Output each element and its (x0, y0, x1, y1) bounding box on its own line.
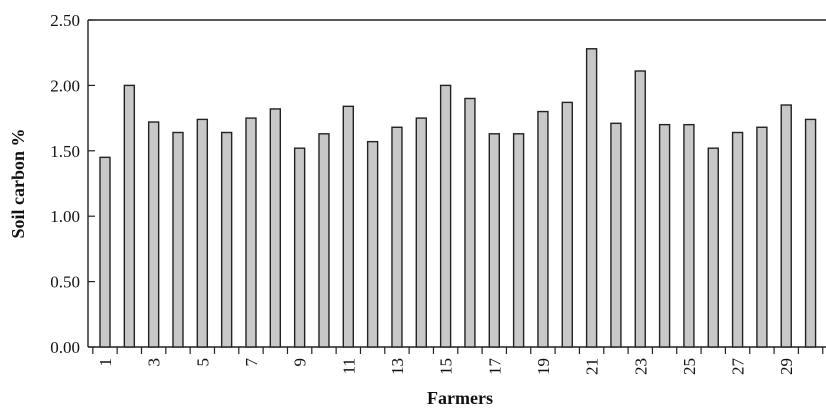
y-tick-label: 1.50 (50, 142, 80, 161)
x-tick-label: 29 (777, 358, 796, 375)
bar-farmer-20 (561, 101, 573, 348)
x-tick-label: 23 (631, 358, 650, 375)
y-axis-title: Soil carbon % (8, 128, 28, 238)
x-tick-label: 17 (485, 358, 504, 376)
y-tick-label: 0.00 (50, 338, 80, 357)
bar-farmer-14 (415, 117, 427, 348)
bar-farmer-21 (585, 48, 598, 348)
x-tick-label: 3 (145, 358, 164, 367)
bar-farmer-24 (658, 123, 671, 348)
bar-farmer-30 (804, 118, 817, 348)
bar-farmer-15 (439, 84, 452, 348)
bar-farmer-22 (610, 122, 622, 348)
bar-farmer-11 (342, 105, 354, 348)
x-tick-label: 5 (193, 358, 212, 367)
x-tick-label: 1 (96, 358, 115, 367)
x-tick-label: 27 (729, 358, 748, 376)
bar-farmer-12 (366, 140, 379, 348)
bar-farmer-17 (488, 133, 500, 348)
x-tick-label: 19 (534, 358, 553, 375)
x-tick-label: 9 (291, 358, 310, 367)
bar-farmer-18 (512, 133, 525, 348)
bar-farmer-5 (196, 118, 209, 348)
bar-farmer-13 (391, 126, 403, 348)
bar-farmer-23 (634, 70, 646, 348)
y-tick-label: 2.50 (50, 11, 80, 30)
bar-farmer-3 (147, 121, 160, 348)
bar-farmer-7 (245, 117, 257, 348)
bar-farmer-6 (220, 131, 233, 348)
y-tick-label: 1.00 (50, 207, 80, 226)
bar-farmer-2 (123, 84, 136, 348)
x-tick-label: 15 (437, 358, 456, 375)
bar-farmer-28 (756, 126, 768, 348)
bar-farmer-26 (707, 147, 719, 348)
plot-area: 0.000.501.001.502.002.50 1 3 5 7 9 11 13 15 17 19… (50, 11, 826, 375)
x-tick-label: 13 (388, 358, 407, 375)
y-tick-label: 2.00 (50, 76, 80, 95)
bar-farmer-10 (318, 133, 330, 348)
bar-farmer-27 (731, 131, 744, 348)
x-axis-title: Farmers (427, 388, 493, 408)
x-tick-label: 7 (242, 358, 261, 367)
y-axis-ticks: 0.00 0.50 1.00 1.50 2.00 2.50 (50, 11, 95, 357)
bar-farmer-29 (780, 104, 792, 348)
x-axis-ticks: 135791113151719212325272931 (92, 347, 826, 376)
x-tick-label: 11 (339, 358, 358, 374)
bar-farmer-1 (99, 156, 111, 348)
bar-farmer-16 (464, 97, 476, 348)
bars (99, 48, 817, 348)
bar-farmer-9 (293, 147, 306, 348)
bar-farmer-19 (537, 110, 549, 348)
x-tick-label: 21 (583, 358, 602, 375)
bar-farmer-25 (683, 123, 695, 348)
bar-farmer-4 (172, 131, 184, 348)
y-tick-label: 0.50 (50, 273, 80, 292)
x-tick-label: 25 (680, 358, 699, 375)
bar-farmer-8 (269, 108, 282, 348)
